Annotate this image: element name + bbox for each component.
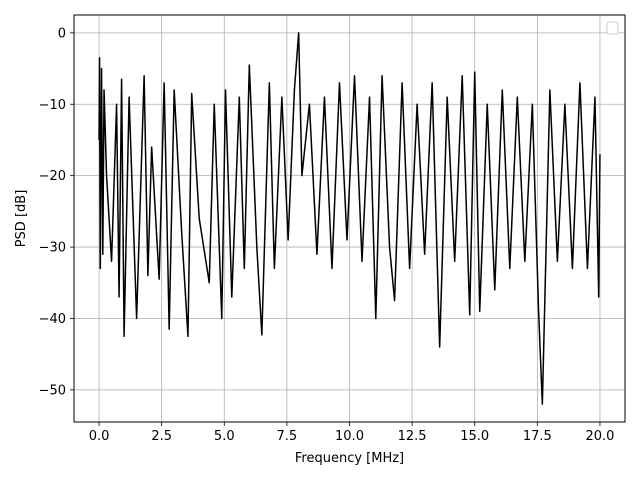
y-tick-label: −40: [39, 312, 66, 327]
x-tick-label: 2.5: [151, 429, 172, 444]
data-layer: [98, 32, 601, 405]
x-tick-label: 0.0: [89, 429, 110, 444]
y-tick-label: −50: [39, 383, 66, 398]
y-tick-label: −10: [39, 98, 66, 113]
y-tick-label: −30: [39, 241, 66, 256]
x-tick-label: 12.5: [398, 429, 427, 444]
x-tick-label: 15.0: [460, 429, 489, 444]
legend-box: [606, 21, 619, 35]
y-tick-label: −20: [39, 169, 66, 184]
ticks: 0.0 2.5 5.0 7.5 10.0 12.5 15.0 17.5 20.0 0 −10 −20 −…: [39, 26, 615, 444]
psd-series-line: [98, 32, 601, 405]
x-tick-label: 5.0: [214, 429, 235, 444]
x-tick-label: 10.0: [335, 429, 364, 444]
x-tick-label: 17.5: [523, 429, 552, 444]
x-axis-label: Frequency [MHz]: [295, 451, 404, 466]
y-axis-label: PSD [dB]: [14, 190, 29, 248]
x-tick-label: 7.5: [277, 429, 298, 444]
x-tick-label: 20.0: [585, 429, 614, 444]
y-tick-label: 0: [58, 26, 66, 41]
